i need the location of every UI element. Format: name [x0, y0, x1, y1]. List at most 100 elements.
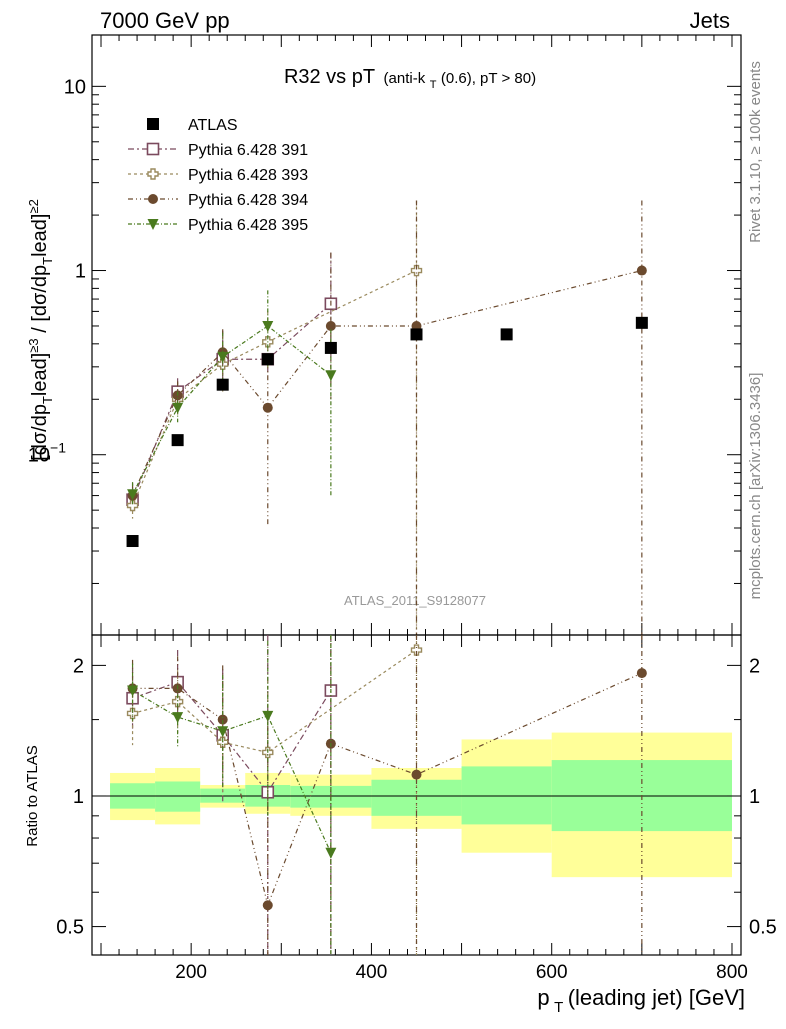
ratio-point [636, 668, 647, 679]
x-tick-label: 600 [536, 962, 568, 983]
ratio-point [171, 695, 184, 708]
mcplots-label: mcplots.cern.ch [arXiv:1306.3436] [747, 373, 764, 600]
x-axis-label: p T (leading jet) [GeV] [537, 985, 745, 1016]
point [636, 265, 647, 276]
data-point [500, 328, 513, 341]
legend-marker [146, 142, 160, 156]
main-y-label: [dσ/dpTlead]≥3 / [dσ/dpTlead]≥2 [26, 199, 55, 461]
x-label-a: p [537, 985, 549, 1010]
ratio-point [127, 685, 139, 697]
y-label-part: [dσ/dp [29, 404, 51, 461]
ratio-series-3 [127, 635, 337, 955]
y-tick-label: 10 [64, 76, 86, 98]
ratio-y-tick-label: 1 [73, 786, 84, 808]
ratio-line-1 [132, 649, 417, 754]
point [262, 402, 273, 413]
ratio-point [262, 900, 273, 911]
legend-label: Pythia 6.428 393 [188, 167, 308, 184]
ratio-y-tick-label-right: 1 [749, 786, 760, 808]
x-label-b: T [554, 999, 563, 1016]
series-line-3 [132, 325, 332, 495]
ratio-y-tick-label-right: 2 [749, 655, 760, 677]
title-main: R32 vs pT [284, 66, 375, 88]
chart-title: R32 vs pT (anti-k T (0.6), pT > 80) [284, 66, 536, 92]
y-tick-label-base: 1 [75, 261, 86, 283]
y-label-part: ≥3 [26, 338, 41, 352]
series-line-2 [132, 269, 642, 496]
ratio-y-tick-label-right: 0.5 [749, 917, 777, 939]
y-label-part: ≥2 [26, 199, 41, 213]
series-2 [127, 200, 647, 635]
title-sub-a: (anti-k [384, 70, 426, 87]
legend: ATLAS Pythia 6.428 391 Pythia 6.428 393 Pyt… [128, 117, 308, 234]
ratio-y-label: Ratio to ATLAS [24, 745, 41, 846]
y-label-part: / [dσ/dp [29, 265, 51, 339]
ratio-point [217, 726, 229, 738]
legend-label: Pythia 6.428 391 [188, 142, 308, 159]
rivet-label: Rivet 3.1.10, ≥ 100k events [747, 61, 764, 243]
point [127, 489, 139, 501]
y-tick-label: 10−1 [28, 440, 66, 467]
data-point [261, 353, 274, 366]
data-series [126, 316, 648, 548]
ratio-panel: 200 400 600 800 2 2 1 1 0.5 0.5 [56, 634, 777, 983]
y-tick-label-exp: −1 [50, 440, 66, 456]
ratio-point [172, 712, 184, 724]
ratio-y-tick-label: 2 [73, 655, 84, 677]
legend-marker [148, 194, 158, 204]
legend-marker [147, 118, 159, 130]
data-point [410, 328, 423, 341]
y-label-part: lead] [29, 214, 51, 257]
ratio-point [325, 847, 337, 859]
point [217, 351, 229, 363]
ratio-bands [110, 732, 732, 878]
ratio-point [410, 644, 423, 656]
ratio-point [411, 769, 422, 780]
ratio-y-tick-label: 0.5 [56, 917, 84, 939]
band-green-6 [461, 766, 552, 825]
point [126, 499, 139, 512]
series-line-1 [132, 269, 417, 506]
point [325, 320, 336, 331]
x-label-c: (leading jet) [GeV] [568, 985, 745, 1010]
data-point [635, 316, 648, 329]
series-3 [127, 290, 337, 506]
main-y-label-text: [dσ/dpTlead]≥3 / [dσ/dpTlead]≥2 [26, 199, 55, 461]
y-label-part: T [40, 396, 55, 404]
legend-label: ATLAS [188, 117, 238, 134]
y-label-part: lead] [29, 353, 51, 396]
point [325, 370, 337, 382]
point [410, 264, 423, 277]
data-point [324, 341, 337, 354]
series-0 [126, 252, 338, 512]
band-green-1 [155, 781, 201, 812]
legend-marker [147, 168, 159, 180]
data-point [126, 535, 139, 548]
point [172, 402, 184, 414]
header-right: Jets [690, 8, 730, 33]
y-label-part: T [40, 257, 55, 265]
ratio-point [126, 707, 139, 720]
ratio-point [217, 714, 228, 725]
ratio-point [262, 710, 274, 722]
data-point [171, 434, 184, 447]
data-point [216, 378, 229, 391]
series-1 [126, 200, 423, 635]
x-tick-label: 800 [716, 962, 748, 983]
x-tick-label: 400 [356, 962, 388, 983]
y-tick-label: 1 [75, 261, 86, 283]
title-sub-c: (0.6), pT > 80) [441, 70, 536, 87]
series-line-0 [132, 303, 332, 500]
x-tick-label: 200 [175, 962, 207, 983]
legend-label: Pythia 6.428 395 [188, 217, 308, 234]
header-left: 7000 GeV pp [100, 8, 230, 33]
point [262, 320, 274, 332]
y-tick-label-base: 10 [64, 76, 86, 98]
analysis-id: ATLAS_2011_S9128077 [344, 593, 486, 608]
legend-marker [147, 219, 159, 230]
title-sub-b: T [430, 79, 437, 91]
y-tick-label-base: 10 [28, 445, 50, 467]
